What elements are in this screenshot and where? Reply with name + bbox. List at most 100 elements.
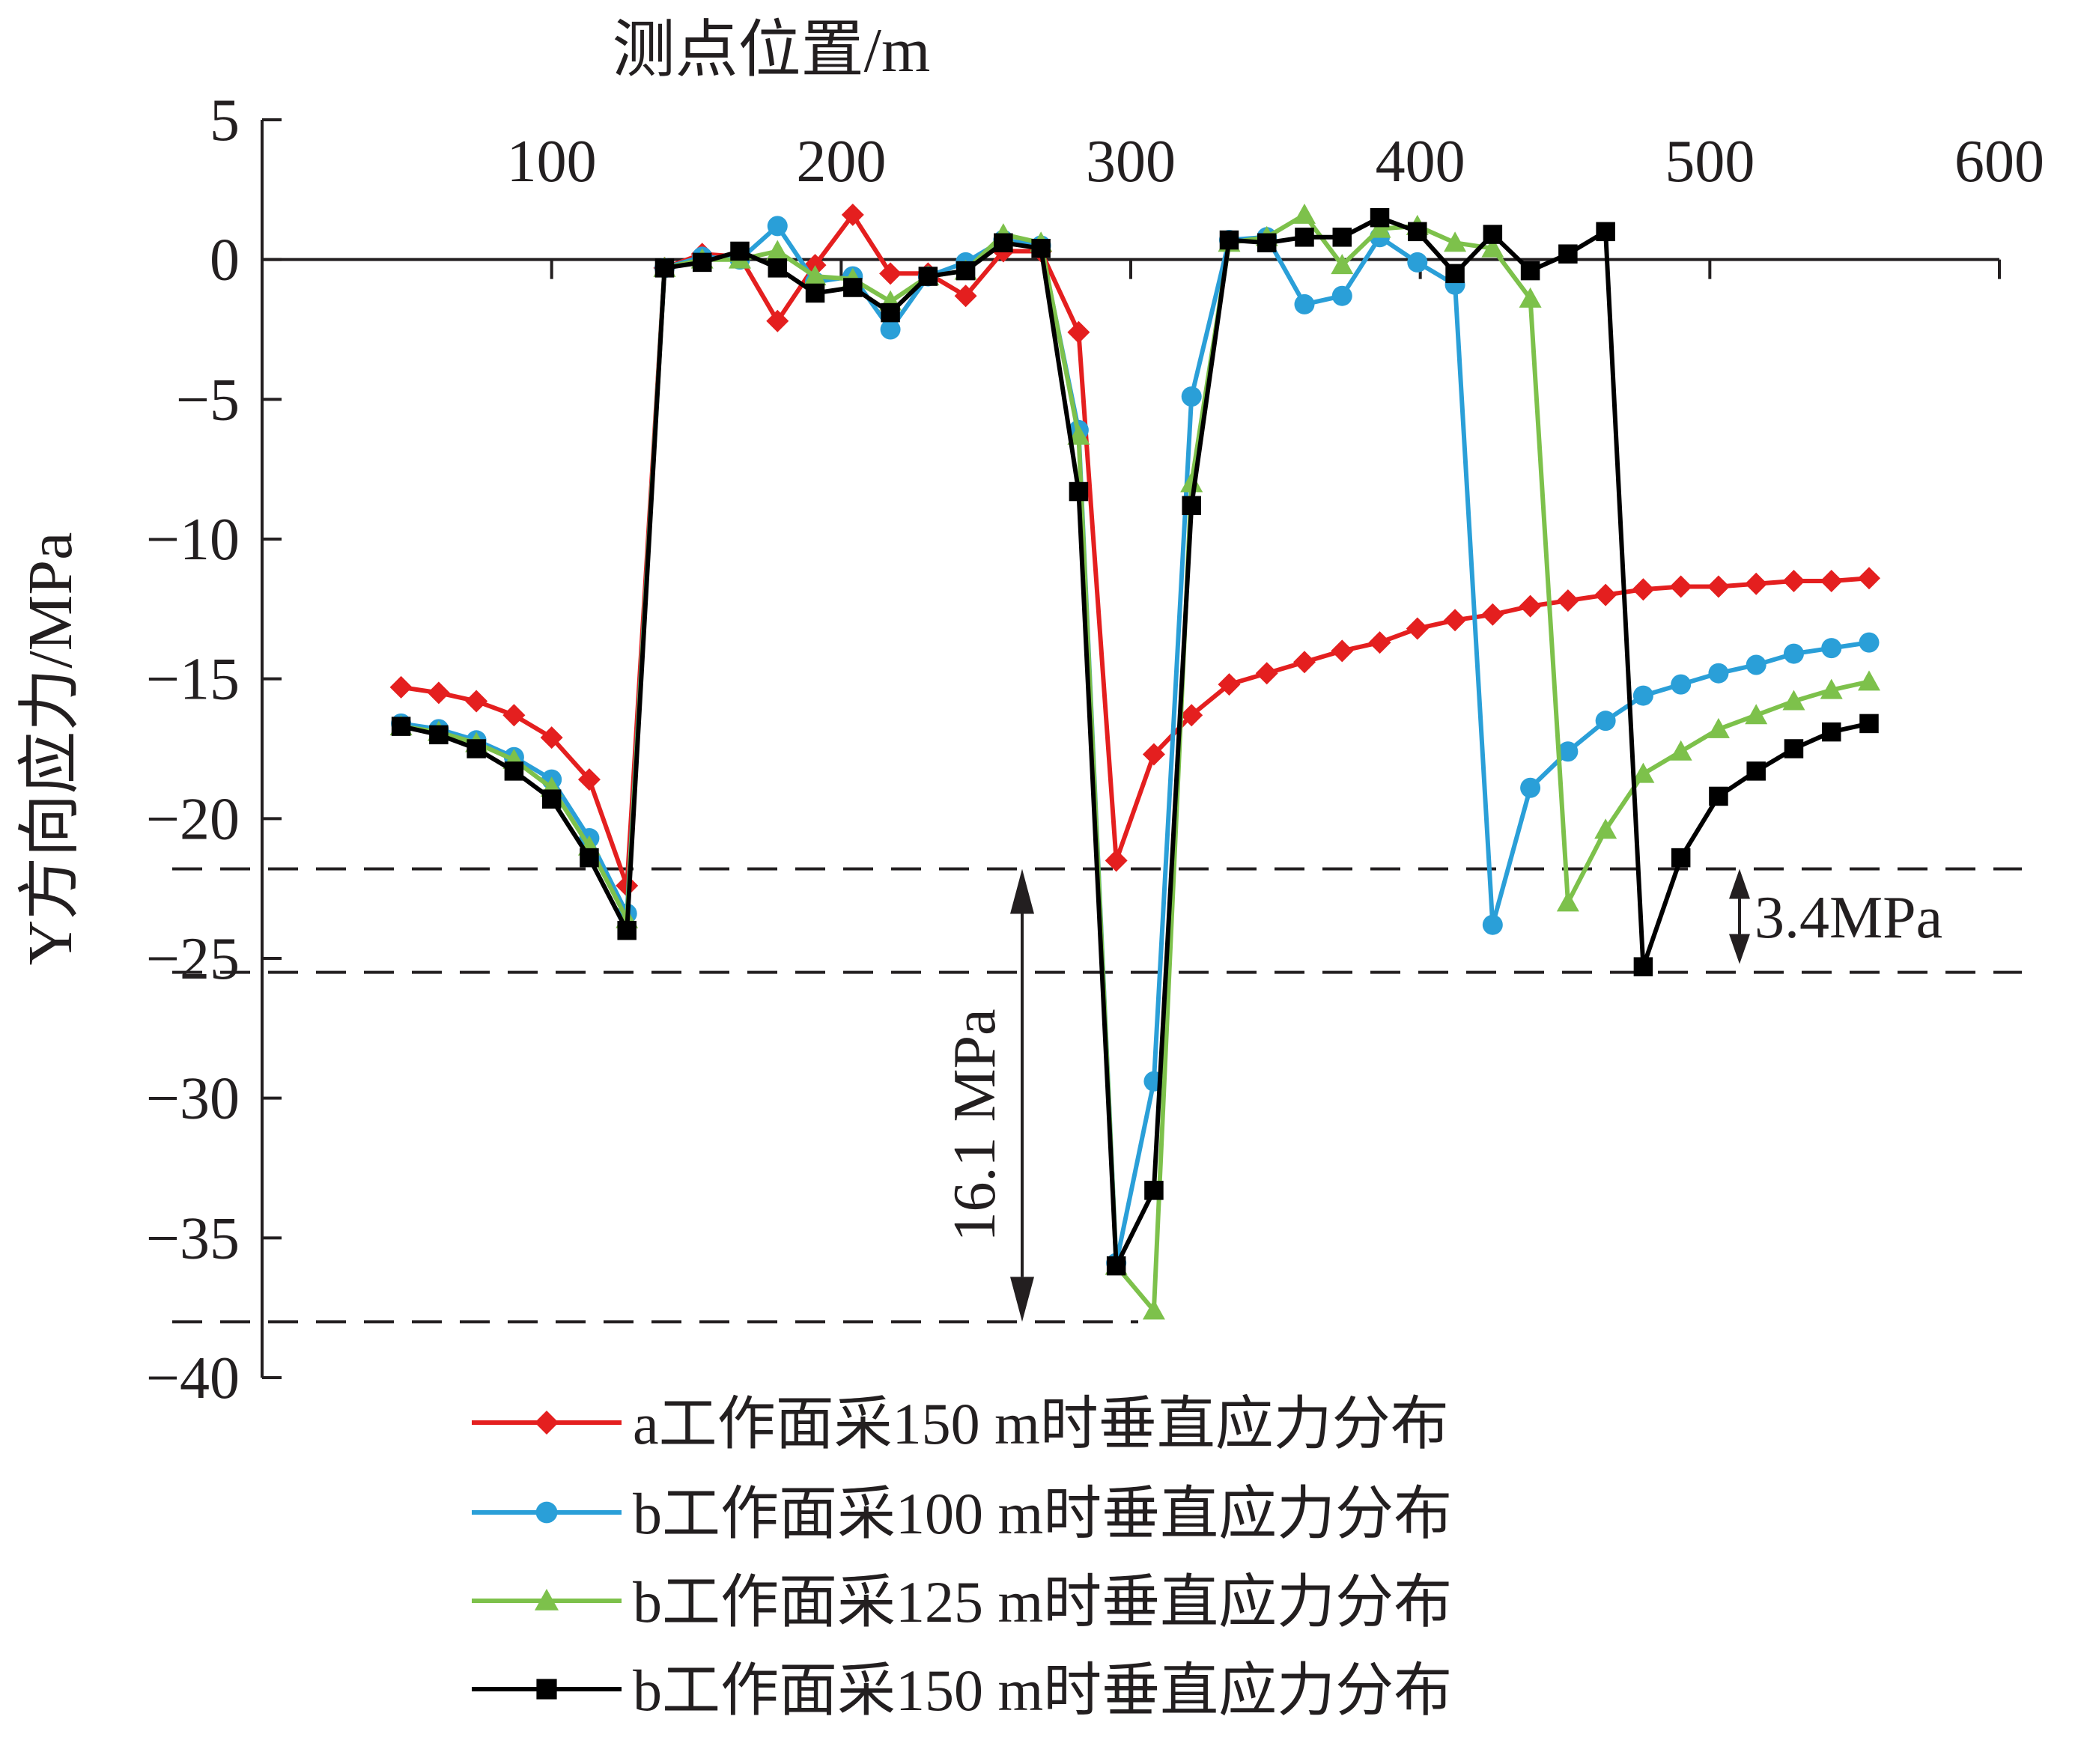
data-point-marker (1782, 690, 1805, 711)
series-layer (389, 203, 1880, 1320)
data-point-marker (841, 203, 864, 226)
series-line (401, 212, 1870, 1313)
data-point-marker (1707, 717, 1730, 738)
legend: a工作面采150 m时垂直应力分布 b工作面采100 m时垂直应力分布 b工作面采1… (472, 1391, 1452, 1723)
series-2 (391, 216, 1880, 1274)
data-point-marker (1520, 777, 1541, 798)
data-point-marker (1556, 891, 1579, 912)
data-point-marker (1444, 231, 1467, 252)
data-point-marker (1069, 481, 1089, 502)
y-tick-label: −40 (146, 1345, 240, 1411)
legend-item: a工作面采150 m时垂直应力分布 (472, 1391, 1449, 1456)
data-point-marker (1407, 252, 1428, 273)
data-point-marker (1331, 639, 1354, 663)
data-point-marker (1821, 722, 1841, 742)
y-axis-title: Y方向应力/MPa (16, 532, 85, 966)
data-point-marker (918, 267, 938, 286)
x-tick-label: 100 (507, 129, 597, 195)
y-tick-label: −25 (146, 926, 240, 992)
y-tick-label: −15 (146, 647, 240, 713)
data-point-marker (1445, 264, 1465, 284)
data-point-marker (577, 768, 601, 791)
annotation-layer: 3.4MPa 16.1 MPa (942, 869, 1942, 1322)
data-point-marker (1482, 914, 1503, 935)
data-point-marker (1180, 704, 1203, 727)
data-point-marker (536, 1679, 557, 1700)
data-point-marker (1105, 849, 1128, 872)
data-point-marker (1444, 609, 1467, 632)
annotation-arrow (1729, 869, 1750, 964)
data-point-marker (1144, 1181, 1164, 1200)
data-point-marker (954, 285, 977, 308)
data-point-marker (467, 739, 486, 758)
data-point-marker (1746, 654, 1766, 675)
legend-label: b工作面采150 m时垂直应力分布 (633, 1658, 1452, 1723)
data-point-marker (880, 319, 901, 340)
data-point-marker (1255, 662, 1278, 685)
data-point-marker (1031, 238, 1051, 258)
data-point-marker (535, 1501, 558, 1524)
data-point-marker (1368, 217, 1391, 238)
annotation-3-4mpa: 3.4MPa (1755, 885, 1942, 951)
data-point-marker (766, 309, 789, 332)
data-point-marker (1708, 663, 1729, 684)
data-point-marker (427, 681, 450, 705)
data-point-marker (1181, 386, 1202, 407)
data-point-marker (1859, 714, 1879, 734)
data-point-marker (1406, 617, 1429, 640)
data-point-marker (504, 761, 524, 781)
data-point-marker (1182, 496, 1201, 515)
data-point-marker (1784, 739, 1804, 758)
data-point-marker (1294, 294, 1315, 314)
data-point-marker (1632, 685, 1653, 706)
data-point-marker (1783, 643, 1804, 664)
data-point-marker (1596, 222, 1615, 242)
data-point-marker (391, 717, 411, 736)
data-point-marker (879, 262, 902, 285)
data-point-marker (1669, 575, 1692, 598)
data-point-marker (654, 258, 675, 278)
series-line (401, 223, 1870, 1265)
data-point-marker (535, 1411, 559, 1435)
series-line (400, 215, 1870, 1268)
data-point-marker (1782, 570, 1805, 592)
data-point-marker (1293, 203, 1316, 224)
legend-label: b工作面采125 m时垂直应力分布 (633, 1569, 1452, 1634)
data-point-marker (617, 920, 637, 940)
data-point-marker (1746, 761, 1766, 781)
legend-label: a工作面采150 m时垂直应力分布 (633, 1391, 1449, 1456)
data-point-marker (1633, 957, 1653, 976)
data-point-marker (535, 1589, 559, 1611)
data-point-marker (1594, 583, 1617, 606)
annotation-16-1mpa: 16.1 MPa (942, 1009, 1008, 1241)
y-tick-label: −10 (146, 507, 240, 573)
data-point-marker (465, 690, 488, 713)
data-point-marker (1671, 674, 1692, 695)
data-point-marker (767, 216, 788, 237)
data-point-marker (730, 241, 750, 261)
data-point-marker (843, 278, 863, 297)
data-point-marker (389, 675, 413, 699)
data-point-marker (1370, 207, 1390, 228)
data-point-marker (956, 261, 976, 281)
x-tick-label: 500 (1665, 129, 1755, 195)
data-point-marker (805, 283, 825, 303)
x-tick-label: 600 (1954, 129, 2044, 195)
y-tick-label: −20 (146, 786, 240, 852)
x-tick-label: 200 (796, 129, 886, 195)
data-point-marker (502, 704, 526, 727)
data-point-marker (1519, 594, 1542, 618)
data-point-marker (1519, 287, 1542, 308)
data-point-marker (768, 258, 788, 278)
series-line (401, 212, 1870, 888)
data-point-marker (1481, 237, 1504, 258)
data-point-marker (1067, 320, 1090, 344)
data-point-marker (1558, 741, 1579, 762)
data-point-marker (1745, 572, 1768, 595)
data-point-marker (692, 252, 712, 273)
data-point-marker (1106, 1256, 1126, 1276)
legend-label: b工作面采100 m时垂直应力分布 (633, 1481, 1452, 1546)
data-point-marker (1331, 254, 1354, 275)
data-point-marker (1709, 786, 1728, 806)
data-point-marker (1219, 230, 1239, 250)
